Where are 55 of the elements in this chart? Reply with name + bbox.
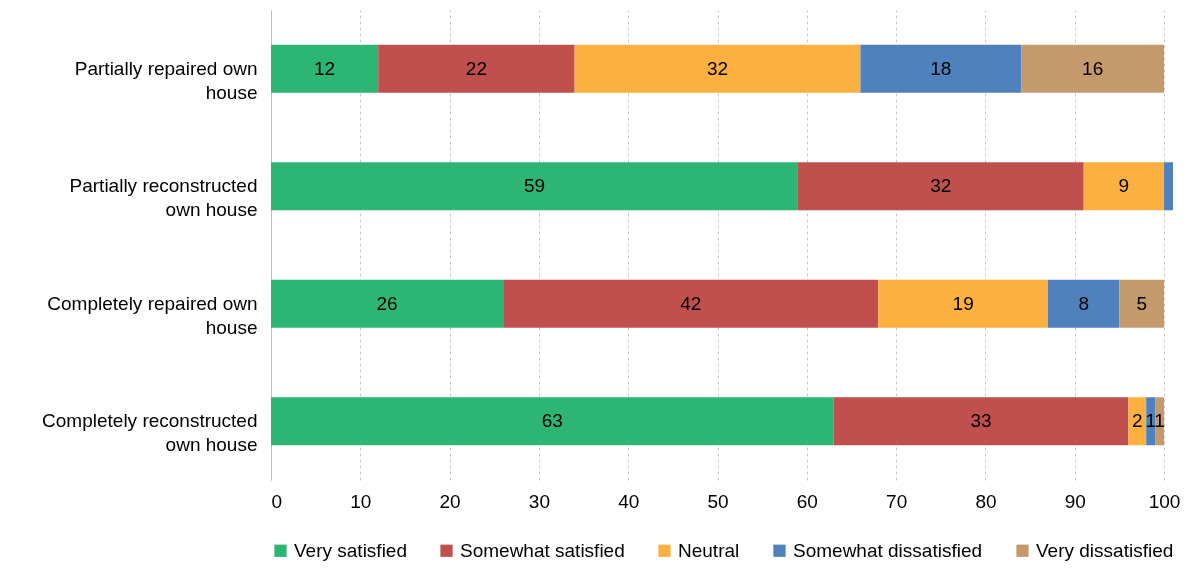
data-label: 2: [1131, 410, 1143, 432]
data-label: 18: [930, 57, 952, 79]
bar: [271, 279, 504, 328]
bar: [797, 162, 1084, 211]
x-tick-label: 0: [271, 490, 283, 512]
data-label: 12: [314, 57, 336, 79]
data-label: 22: [465, 57, 487, 79]
bar: [1164, 162, 1173, 211]
x-tick-label: 70: [886, 490, 908, 512]
bar: [1047, 279, 1120, 328]
data-label: 33: [970, 410, 992, 432]
x-tick-label: 100: [1148, 490, 1181, 512]
bar: [378, 44, 575, 93]
bar: [271, 162, 798, 211]
bar: [1119, 279, 1165, 328]
data-label: 63: [541, 410, 563, 432]
y-tick-label: Partially reconstructed own house: [69, 175, 258, 221]
x-tick-label: 50: [707, 490, 729, 512]
legend-label: Neutral: [678, 539, 740, 561]
x-tick-label: 10: [350, 490, 372, 512]
data-label: 32: [706, 57, 729, 79]
y-tick-label: Completely reconstructed own house: [42, 410, 258, 456]
legend-label: Very dissatisfied: [1036, 539, 1174, 561]
bar: [878, 279, 1048, 328]
data-label: 59: [523, 175, 546, 197]
bar: [1128, 397, 1147, 446]
data-label: 8: [1078, 292, 1089, 314]
x-tick-label: 40: [618, 490, 640, 512]
data-label: 42: [680, 292, 702, 314]
bar: [1083, 162, 1165, 211]
x-tick-label: 60: [796, 490, 818, 512]
legend-label: Very satisfied: [294, 539, 407, 561]
x-tick-label: 30: [528, 490, 550, 512]
data-label: 26: [376, 292, 398, 314]
data-label: 5: [1136, 292, 1148, 314]
data-label: 19: [952, 292, 974, 314]
x-tick-label: 80: [975, 490, 997, 512]
bar: [271, 44, 379, 93]
data-label: 9: [1118, 175, 1130, 197]
x-tick-label: 20: [439, 490, 461, 512]
x-tick-label: 90: [1064, 490, 1086, 512]
legend-label: Somewhat satisfied: [460, 539, 625, 561]
data-label: 32: [930, 175, 952, 197]
legend-label: Somewhat dissatisfied: [793, 539, 983, 561]
y-tick-label: Completely repaired own house: [47, 292, 258, 338]
bar: [271, 397, 834, 446]
bar: [503, 279, 879, 328]
bar: [833, 397, 1129, 446]
data-label: 1: [1154, 410, 1165, 432]
data-label: 1: [1145, 410, 1156, 432]
bar: [860, 44, 1022, 93]
data-label: 16: [1082, 57, 1104, 79]
y-tick-label: Partially repaired own house: [74, 57, 258, 103]
bar: [574, 44, 861, 93]
bar: [1021, 44, 1165, 93]
